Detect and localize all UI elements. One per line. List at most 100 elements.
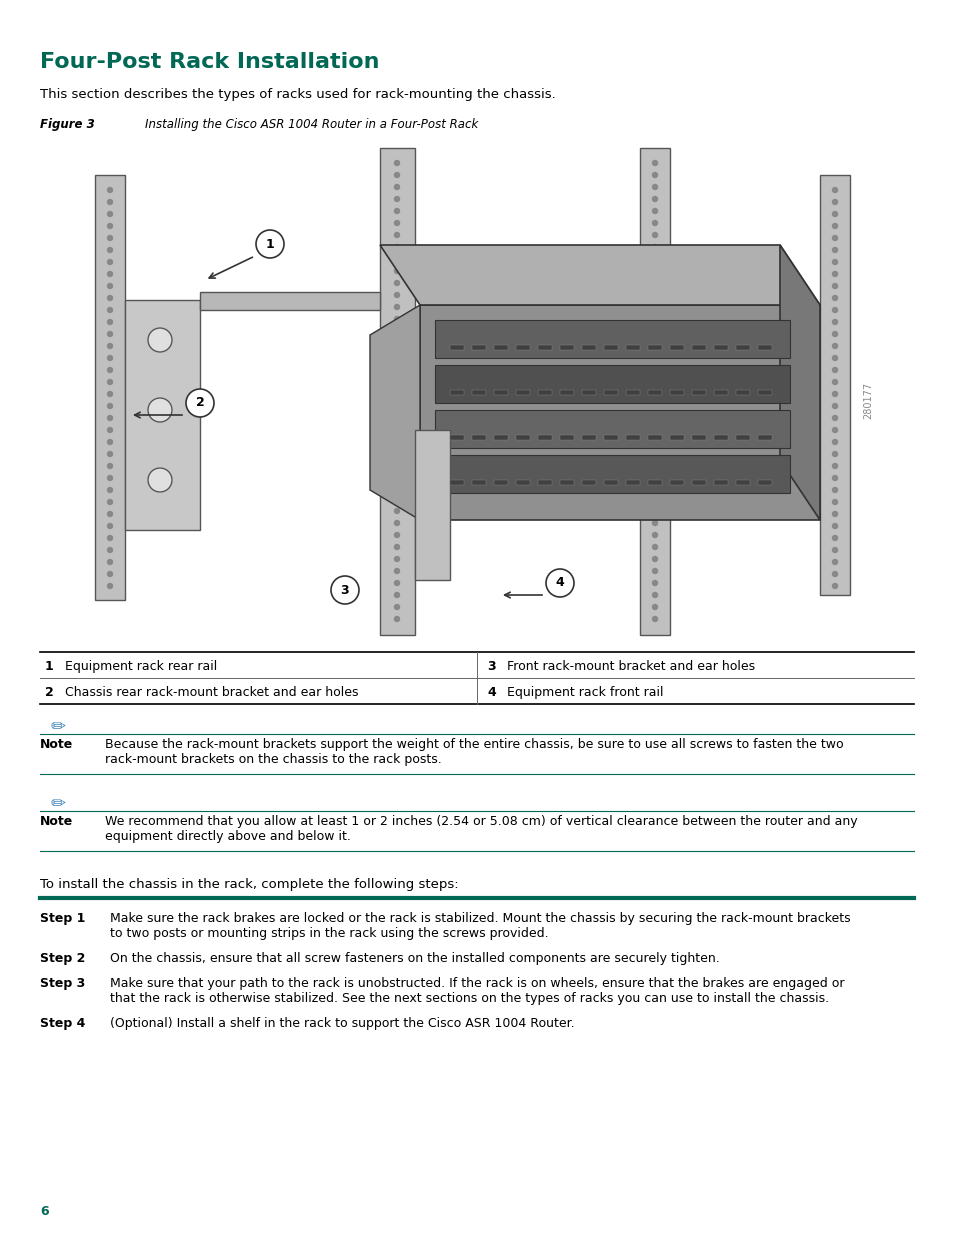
Bar bbox=[472, 390, 485, 395]
Bar bbox=[735, 345, 749, 350]
Circle shape bbox=[108, 308, 112, 312]
Circle shape bbox=[652, 568, 657, 573]
Text: 3: 3 bbox=[486, 659, 496, 673]
Circle shape bbox=[395, 400, 399, 405]
Circle shape bbox=[652, 616, 657, 621]
Circle shape bbox=[395, 496, 399, 501]
Circle shape bbox=[395, 341, 399, 346]
Bar bbox=[713, 435, 727, 440]
Bar bbox=[379, 148, 415, 635]
Circle shape bbox=[832, 559, 837, 564]
Circle shape bbox=[395, 604, 399, 610]
Bar bbox=[516, 480, 530, 485]
Bar bbox=[691, 480, 705, 485]
Bar bbox=[559, 480, 574, 485]
Circle shape bbox=[395, 161, 399, 165]
Bar bbox=[435, 410, 789, 448]
Circle shape bbox=[108, 368, 112, 373]
Circle shape bbox=[652, 389, 657, 394]
Circle shape bbox=[652, 557, 657, 562]
Circle shape bbox=[832, 488, 837, 493]
Circle shape bbox=[652, 400, 657, 405]
Circle shape bbox=[545, 569, 574, 597]
Circle shape bbox=[832, 547, 837, 552]
Text: Four-Post Rack Installation: Four-Post Rack Installation bbox=[40, 52, 379, 72]
Circle shape bbox=[652, 257, 657, 262]
Bar bbox=[415, 430, 450, 580]
Text: ✏: ✏ bbox=[51, 718, 66, 736]
Bar bbox=[559, 345, 574, 350]
Circle shape bbox=[652, 221, 657, 226]
Bar bbox=[603, 345, 618, 350]
Circle shape bbox=[832, 379, 837, 384]
Circle shape bbox=[652, 377, 657, 382]
Circle shape bbox=[108, 463, 112, 468]
Circle shape bbox=[148, 398, 172, 422]
Circle shape bbox=[395, 221, 399, 226]
Bar bbox=[713, 345, 727, 350]
Text: Figure 3: Figure 3 bbox=[40, 119, 94, 131]
Circle shape bbox=[652, 268, 657, 273]
Text: Installing the Cisco ASR 1004 Router in a Four-Post Rack: Installing the Cisco ASR 1004 Router in … bbox=[130, 119, 477, 131]
Circle shape bbox=[652, 173, 657, 178]
Circle shape bbox=[395, 532, 399, 537]
Circle shape bbox=[108, 452, 112, 457]
Circle shape bbox=[832, 524, 837, 529]
Bar bbox=[472, 480, 485, 485]
Circle shape bbox=[395, 305, 399, 310]
Circle shape bbox=[108, 475, 112, 480]
Bar bbox=[537, 390, 552, 395]
Bar bbox=[713, 480, 727, 485]
Text: Step 4: Step 4 bbox=[40, 1016, 85, 1030]
Circle shape bbox=[255, 230, 284, 258]
Bar bbox=[625, 345, 639, 350]
Bar bbox=[735, 480, 749, 485]
Bar bbox=[735, 390, 749, 395]
Circle shape bbox=[652, 496, 657, 501]
Circle shape bbox=[108, 284, 112, 289]
Circle shape bbox=[395, 461, 399, 466]
Circle shape bbox=[832, 356, 837, 361]
Bar bbox=[758, 480, 771, 485]
Circle shape bbox=[395, 557, 399, 562]
Circle shape bbox=[395, 245, 399, 249]
Circle shape bbox=[108, 331, 112, 336]
Circle shape bbox=[832, 572, 837, 577]
Circle shape bbox=[395, 545, 399, 550]
Circle shape bbox=[148, 329, 172, 352]
Bar bbox=[691, 345, 705, 350]
Circle shape bbox=[652, 412, 657, 417]
Circle shape bbox=[108, 415, 112, 420]
Circle shape bbox=[832, 583, 837, 589]
Bar bbox=[516, 390, 530, 395]
Bar bbox=[472, 345, 485, 350]
Text: 1: 1 bbox=[265, 237, 274, 251]
Circle shape bbox=[652, 425, 657, 430]
Circle shape bbox=[652, 305, 657, 310]
Circle shape bbox=[832, 308, 837, 312]
Circle shape bbox=[395, 509, 399, 514]
Circle shape bbox=[652, 484, 657, 489]
Bar bbox=[647, 345, 661, 350]
Text: To install the chassis in the rack, complete the following steps:: To install the chassis in the rack, comp… bbox=[40, 878, 458, 890]
Bar bbox=[450, 480, 463, 485]
Circle shape bbox=[652, 245, 657, 249]
Circle shape bbox=[652, 280, 657, 285]
Circle shape bbox=[108, 200, 112, 205]
Bar bbox=[581, 390, 596, 395]
Circle shape bbox=[832, 440, 837, 445]
Bar bbox=[669, 390, 683, 395]
Bar bbox=[625, 480, 639, 485]
Bar bbox=[735, 435, 749, 440]
Circle shape bbox=[108, 404, 112, 409]
Text: Step 3: Step 3 bbox=[40, 977, 85, 990]
Circle shape bbox=[652, 316, 657, 321]
Circle shape bbox=[108, 524, 112, 529]
Bar bbox=[820, 175, 849, 595]
Circle shape bbox=[652, 341, 657, 346]
Circle shape bbox=[395, 268, 399, 273]
Circle shape bbox=[108, 295, 112, 300]
Circle shape bbox=[832, 200, 837, 205]
Text: Equipment rack front rail: Equipment rack front rail bbox=[506, 685, 662, 699]
Circle shape bbox=[108, 391, 112, 396]
